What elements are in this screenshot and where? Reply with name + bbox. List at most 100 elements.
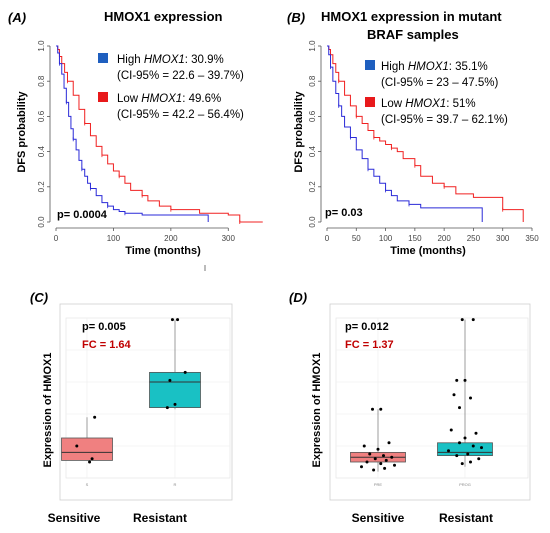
x-tick-label: PROG (459, 482, 471, 487)
panel-d-fc: FC = 1.37 (345, 339, 394, 351)
data-point (376, 447, 380, 451)
x-tick-label: PRE (374, 482, 383, 487)
data-point (393, 463, 396, 467)
panel-c-letter: (C) (30, 290, 48, 305)
data-point (390, 455, 394, 459)
data-point (88, 460, 92, 464)
data-point (455, 378, 459, 382)
legend-high-swatch (98, 53, 108, 63)
y-tick-label: 0.2 (37, 181, 46, 193)
km-curve-high (327, 45, 483, 222)
data-point (170, 318, 174, 322)
panel-b: (B) HMOX1 expression in mutant BRAF samp… (287, 9, 539, 257)
x-tick-label: 0 (325, 234, 330, 243)
panel-c-group-sensitive: Sensitive (48, 511, 101, 525)
y-tick-label: 0.6 (37, 110, 46, 122)
legend-low-label: Low HMOX1: 49.6% (117, 93, 221, 105)
data-point (382, 454, 385, 458)
panel-b-title-line2: BRAF samples (367, 27, 459, 42)
panel-c-fc: FC = 1.64 (82, 339, 131, 351)
x-tick-label: 0 (54, 234, 59, 243)
legend-high-swatch (365, 60, 375, 70)
legend-high-label: High HMOX1: 30.9% (117, 54, 224, 66)
data-point (90, 457, 94, 461)
legend-low-ci: (CI-95% = 42.2 – 56.4%) (117, 109, 244, 121)
x-tick-label: 200 (164, 234, 178, 243)
data-point (471, 318, 475, 322)
data-point (176, 318, 180, 322)
panel-a: (A) HMOX1 expression 0.00.20.40.60.81.00… (8, 9, 263, 271)
y-tick-label: 0.8 (37, 75, 46, 87)
panel-c-ylabel: Expression of HMOX1 (42, 353, 54, 468)
y-tick-label: 0.4 (308, 145, 317, 157)
data-point (480, 446, 483, 450)
data-point (93, 415, 97, 419)
data-point (460, 462, 464, 466)
y-tick-label: 0.8 (308, 75, 317, 87)
data-point (379, 407, 383, 411)
data-point (362, 444, 366, 448)
panel-b-title: HMOX1 expression in mutant (321, 9, 502, 24)
data-point (474, 431, 478, 435)
panel-a-title: HMOX1 expression (104, 9, 223, 24)
panel-a-plot: 0.0 0.2 0.4 0.6 0.8 1.0 0 100 200 300 (37, 40, 263, 271)
km-curve-low (56, 45, 263, 223)
panel-b-pvalue: p= 0.03 (325, 207, 363, 219)
data-point (365, 460, 369, 464)
x-tick-label: S (86, 482, 89, 487)
data-point (373, 457, 377, 461)
panel-a-pvalue: p= 0.0004 (57, 209, 108, 221)
y-tick-label: 0.6 (308, 110, 317, 122)
panel-d-plot: PRE PROG (329, 303, 531, 501)
x-tick-label: 200 (437, 234, 451, 243)
panel-b-xlabel: Time (months) (390, 245, 466, 257)
panel-a-xlabel: Time (months) (125, 245, 201, 257)
panel-d-ylabel: Expression of HMOX1 (311, 353, 323, 468)
data-point (168, 378, 172, 382)
legend-high-label: High HMOX1: 35.1% (381, 61, 488, 73)
panel-b-plot: 0.0 0.2 0.4 0.6 0.8 1.0 0 50 100 150 200 250 300 350 (308, 40, 539, 243)
legend-high-ci: (CI-95% = 23 – 47.5%) (381, 77, 498, 89)
data-point (383, 466, 387, 470)
panel-d-pvalue: p= 0.012 (345, 321, 389, 333)
data-point (477, 457, 481, 461)
data-point (458, 406, 461, 410)
data-point (387, 441, 391, 445)
y-tick-label: 0.2 (308, 181, 317, 193)
panel-d: (D) PRE PROG p= 0.012 FC = 1.37 Sensitive… (289, 290, 531, 525)
data-point (75, 444, 79, 448)
data-point (463, 436, 467, 440)
data-point (368, 452, 372, 456)
x-tick-label: 100 (107, 234, 121, 243)
x-tick-label: 250 (467, 234, 481, 243)
panel-c-group-resistant: Resistant (133, 511, 187, 525)
panel-d-group-sensitive: Sensitive (352, 511, 405, 525)
box-body (61, 437, 113, 461)
box-body (437, 442, 493, 456)
data-point (183, 370, 187, 374)
y-tick-label: 0.0 (37, 216, 46, 228)
x-tick-label: 300 (496, 234, 510, 243)
legend-low-swatch (365, 97, 375, 107)
y-tick-label: 1.0 (37, 40, 46, 52)
data-point (458, 441, 461, 445)
panel-b-legend: High HMOX1: 35.1% (CI-95% = 23 – 47.5%) … (365, 60, 508, 126)
data-point (449, 428, 453, 432)
x-tick-label: 300 (222, 234, 236, 243)
data-point (379, 462, 383, 466)
km-curve-high (56, 45, 209, 222)
x-tick-label: 100 (379, 234, 393, 243)
x-tick-label: 350 (525, 234, 539, 243)
x-tick-label: 50 (352, 234, 361, 243)
data-point (173, 402, 177, 406)
panel-a-letter: (A) (8, 10, 26, 25)
data-point (471, 444, 475, 448)
data-point (452, 393, 456, 397)
plot-panel (335, 317, 529, 479)
data-point (384, 458, 388, 462)
panel-b-ylabel: DFS probability (293, 90, 305, 172)
legend-low-swatch (98, 92, 108, 102)
legend-low-ci: (CI-95% = 39.7 – 62.1%) (381, 114, 508, 126)
